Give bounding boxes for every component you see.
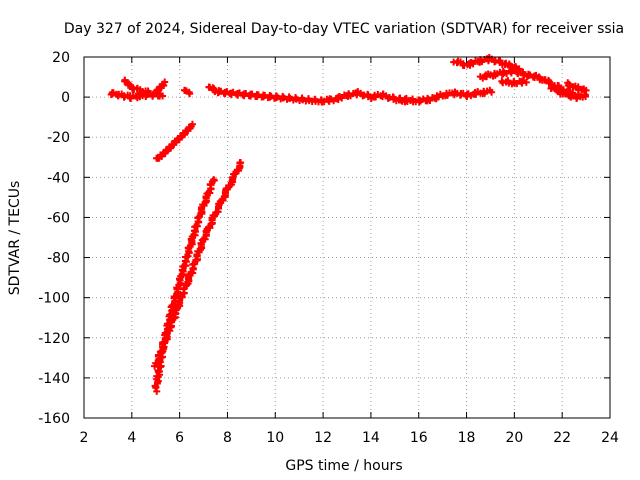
- x-axis-label: GPS time / hours: [285, 458, 402, 474]
- grid: [84, 57, 610, 418]
- series-arc-10: [396, 86, 496, 106]
- data-point: [186, 90, 194, 98]
- y-tick-label: 20: [52, 50, 70, 66]
- series-arc-3: [153, 78, 169, 95]
- data-point: [272, 92, 280, 100]
- data-point: [154, 366, 162, 374]
- x-tick-label: 8: [223, 430, 232, 446]
- data-point: [197, 240, 205, 248]
- y-tick-label: -120: [38, 331, 70, 347]
- data-point: [168, 318, 176, 326]
- y-tick-label: -40: [47, 170, 70, 186]
- x-tick-label: 22: [553, 430, 571, 446]
- x-tick-label: 14: [362, 430, 380, 446]
- data-point: [167, 144, 175, 152]
- series-arc-13: [498, 76, 530, 88]
- series-arc-5: [153, 120, 196, 162]
- series-arc-15: [547, 84, 590, 102]
- x-tick-label: 2: [80, 430, 89, 446]
- y-tick-label: -80: [47, 251, 70, 267]
- data-point: [223, 185, 231, 193]
- data-point: [551, 85, 559, 93]
- data-point: [178, 293, 186, 301]
- data-point: [194, 214, 202, 222]
- data-point: [210, 177, 218, 185]
- series-arc-2: [121, 76, 155, 98]
- x-tick-label: 18: [458, 430, 476, 446]
- y-tick-label: -140: [38, 371, 70, 387]
- data-point: [279, 92, 287, 100]
- y-tick-label: -20: [47, 130, 70, 146]
- plot-frame: [83, 56, 611, 419]
- data-point: [215, 201, 223, 209]
- data-point: [210, 212, 218, 220]
- x-tick-label: 10: [266, 430, 284, 446]
- series-arc-4: [180, 86, 194, 98]
- data-series: [107, 54, 590, 395]
- x-tick-label: 4: [127, 430, 136, 446]
- data-point: [188, 120, 196, 128]
- series-arc-14: [564, 79, 590, 94]
- data-point: [161, 78, 169, 86]
- data-point: [159, 92, 167, 100]
- data-point: [160, 81, 168, 89]
- data-point: [237, 158, 245, 166]
- y-tick-label: 0: [61, 90, 70, 106]
- data-point: [166, 327, 174, 335]
- axis-ticks: 2 4 6 8 10 12 14 16 18 20 22 24200-20-40-60-80-100-…: [38, 50, 619, 446]
- x-tick-label: 16: [410, 430, 428, 446]
- y-tick-label: -100: [38, 291, 70, 307]
- data-point: [206, 224, 214, 232]
- x-tick-label: 20: [505, 430, 523, 446]
- y-axis-label: SDTVAR / TECUs: [7, 181, 23, 296]
- data-point: [190, 260, 198, 268]
- data-point: [147, 90, 155, 98]
- y-tick-label: -160: [38, 411, 70, 427]
- data-point: [522, 78, 530, 86]
- x-tick-label: 24: [601, 430, 619, 446]
- data-point: [155, 352, 163, 360]
- y-tick-label: -60: [47, 210, 70, 226]
- data-point: [219, 197, 227, 205]
- x-tick-label: 12: [314, 430, 332, 446]
- series-arc-7: [151, 158, 245, 370]
- data-point: [582, 92, 590, 100]
- x-tick-label: 6: [175, 430, 184, 446]
- data-point: [488, 88, 496, 96]
- chart-title: Day 327 of 2024, Sidereal Day-to-day VTE…: [64, 21, 624, 37]
